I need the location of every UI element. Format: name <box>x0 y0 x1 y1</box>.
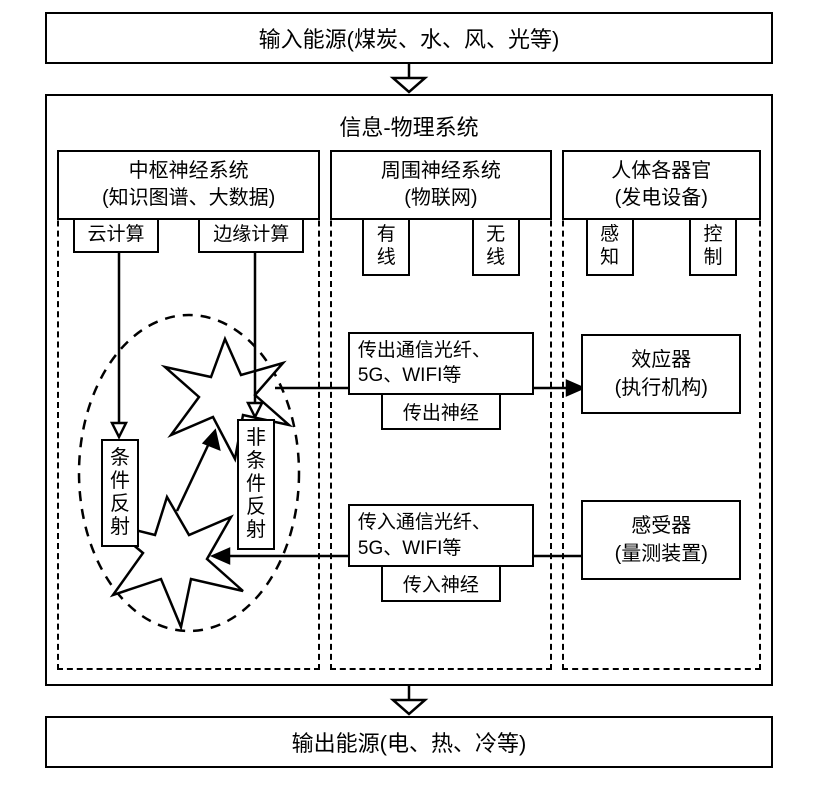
receptor-l2: (量测装置) <box>615 543 708 565</box>
col-organs-subrow: 感知 控制 <box>564 218 759 276</box>
conditioned-reflex-label: 条件反射 <box>110 447 130 538</box>
diagram-root: 输入能源(煤炭、水、风、光等) 信息-物理系统 <box>45 12 773 768</box>
edge-computing-box: 边缘计算 <box>198 218 304 253</box>
col-cns-header: 中枢神经系统 (知识图谱、大数据) <box>57 150 320 220</box>
output-energy-label: 输出能源(电、热、冷等) <box>292 731 527 756</box>
output-energy-box: 输出能源(电、热、冷等) <box>45 716 773 768</box>
col-organs-title2: (发电设备) <box>615 187 708 209</box>
arrow-top-to-mid <box>45 64 773 94</box>
sense-box: 感知 <box>586 218 634 276</box>
effector-l2: (执行机构) <box>615 377 708 399</box>
efferent-nerve-label: 传出神经 <box>403 403 479 424</box>
conditioned-reflex-box: 条件反射 <box>101 439 139 547</box>
wired-label: 有线 <box>377 224 396 268</box>
sense-label: 感知 <box>600 224 619 268</box>
columns: 中枢神经系统 (知识图谱、大数据) 云计算 边缘计算 <box>57 150 761 670</box>
input-energy-box: 输入能源(煤炭、水、风、光等) <box>45 12 773 64</box>
afferent-nerve-label: 传入神经 <box>403 575 479 596</box>
effector-box: 效应器 (执行机构) <box>581 334 741 414</box>
edge-computing-label: 边缘计算 <box>213 224 289 245</box>
afferent-comm-label: 传入通信光纤、5G、WIFI等 <box>358 512 491 559</box>
col-cns-title2: (知识图谱、大数据) <box>102 187 275 209</box>
neuron-svg <box>59 253 323 653</box>
wired-box: 有线 <box>362 218 410 276</box>
afferent-comm-box: 传入通信光纤、5G、WIFI等 <box>348 504 534 567</box>
unconditioned-reflex-box: 非条件反射 <box>237 419 275 550</box>
cps-title: 信息-物理系统 <box>57 106 761 150</box>
effector-l1: 效应器 <box>631 349 691 371</box>
efferent-comm-label: 传出通信光纤、5G、WIFI等 <box>358 340 491 387</box>
control-box: 控制 <box>689 218 737 276</box>
col-cns: 中枢神经系统 (知识图谱、大数据) 云计算 边缘计算 <box>57 150 320 670</box>
col-pns-title2: (物联网) <box>404 187 477 209</box>
col-organs: 人体各器官 (发电设备) 感知 控制 效应器 (执行机构) <box>562 150 761 670</box>
control-label: 控制 <box>704 224 723 268</box>
col-cns-title1: 中枢神经系统 <box>129 160 249 182</box>
col-pns-title1: 周围神经系统 <box>381 160 501 182</box>
col-organs-title1: 人体各器官 <box>611 160 711 182</box>
wireless-label: 无线 <box>486 224 505 268</box>
neuron-area: 条件反射 非条件反射 <box>59 253 318 633</box>
cps-box: 信息-物理系统 中枢神经系统 (知识图谱、大数据) <box>45 94 773 686</box>
receptor-l1: 感受器 <box>631 515 691 537</box>
col-organs-header: 人体各器官 (发电设备) <box>562 150 761 220</box>
col-cns-subrow: 云计算 边缘计算 <box>59 218 318 253</box>
efferent-nerve-box: 传出神经 <box>381 393 501 430</box>
wireless-box: 无线 <box>472 218 520 276</box>
input-energy-label: 输入能源(煤炭、水、风、光等) <box>259 27 560 52</box>
arrow-mid-to-bottom <box>45 686 773 716</box>
col-pns-header: 周围神经系统 (物联网) <box>330 150 551 220</box>
cloud-computing-box: 云计算 <box>73 218 159 253</box>
col-pns: 周围神经系统 (物联网) 有线 无线 传出通信光纤、5G、WIFI等 传出神 <box>330 150 551 670</box>
receptor-box: 感受器 (量测装置) <box>581 500 741 580</box>
col-pns-subrow: 有线 无线 <box>332 218 549 276</box>
efferent-comm-box: 传出通信光纤、5G、WIFI等 <box>348 332 534 395</box>
afferent-nerve-box: 传入神经 <box>381 565 501 602</box>
cloud-computing-label: 云计算 <box>87 224 144 245</box>
unconditioned-reflex-label: 非条件反射 <box>246 427 266 541</box>
